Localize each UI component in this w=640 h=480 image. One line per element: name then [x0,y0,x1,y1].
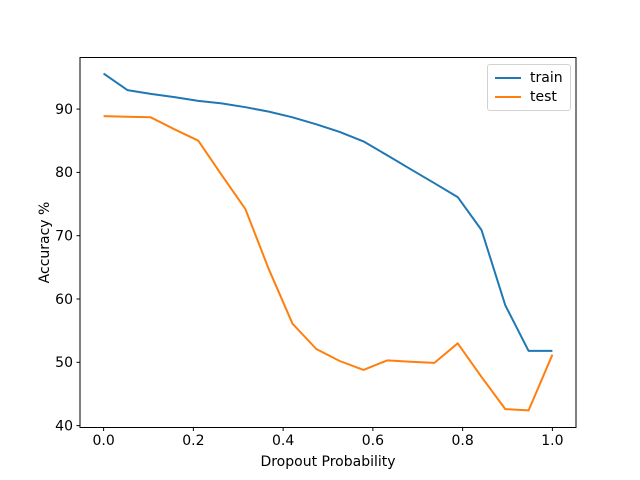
x-tick-label: 0.8 [452,433,474,449]
legend-test-line-sample [495,95,521,98]
train-line [103,72,553,352]
x-tick-label: 0.6 [362,433,384,449]
legend-item-train: train [488,71,570,85]
legend-train-label: train [530,70,563,87]
x-tick-label: 0.2 [182,433,204,449]
x-tick-label: 0.0 [92,433,114,449]
y-tick-label: 50 [55,355,73,371]
y-axis-label: Accuracy % [37,202,53,284]
legend: train test [487,64,571,111]
x-tick-label: 0.4 [272,433,294,449]
legend-item-test: test [488,90,570,104]
y-tick-label: 90 [55,102,73,118]
y-tick-label: 60 [55,292,73,308]
y-tick-label: 80 [55,165,73,181]
axes-frame [79,57,577,428]
y-tick-label: 40 [55,418,73,434]
legend-test-label: test [530,88,557,105]
test-line [103,115,554,412]
x-tick-label: 1.0 [541,433,563,449]
y-tick-label: 70 [55,228,73,244]
x-axis-label: Dropout Probability [260,454,395,470]
legend-train-line-sample [495,77,521,80]
